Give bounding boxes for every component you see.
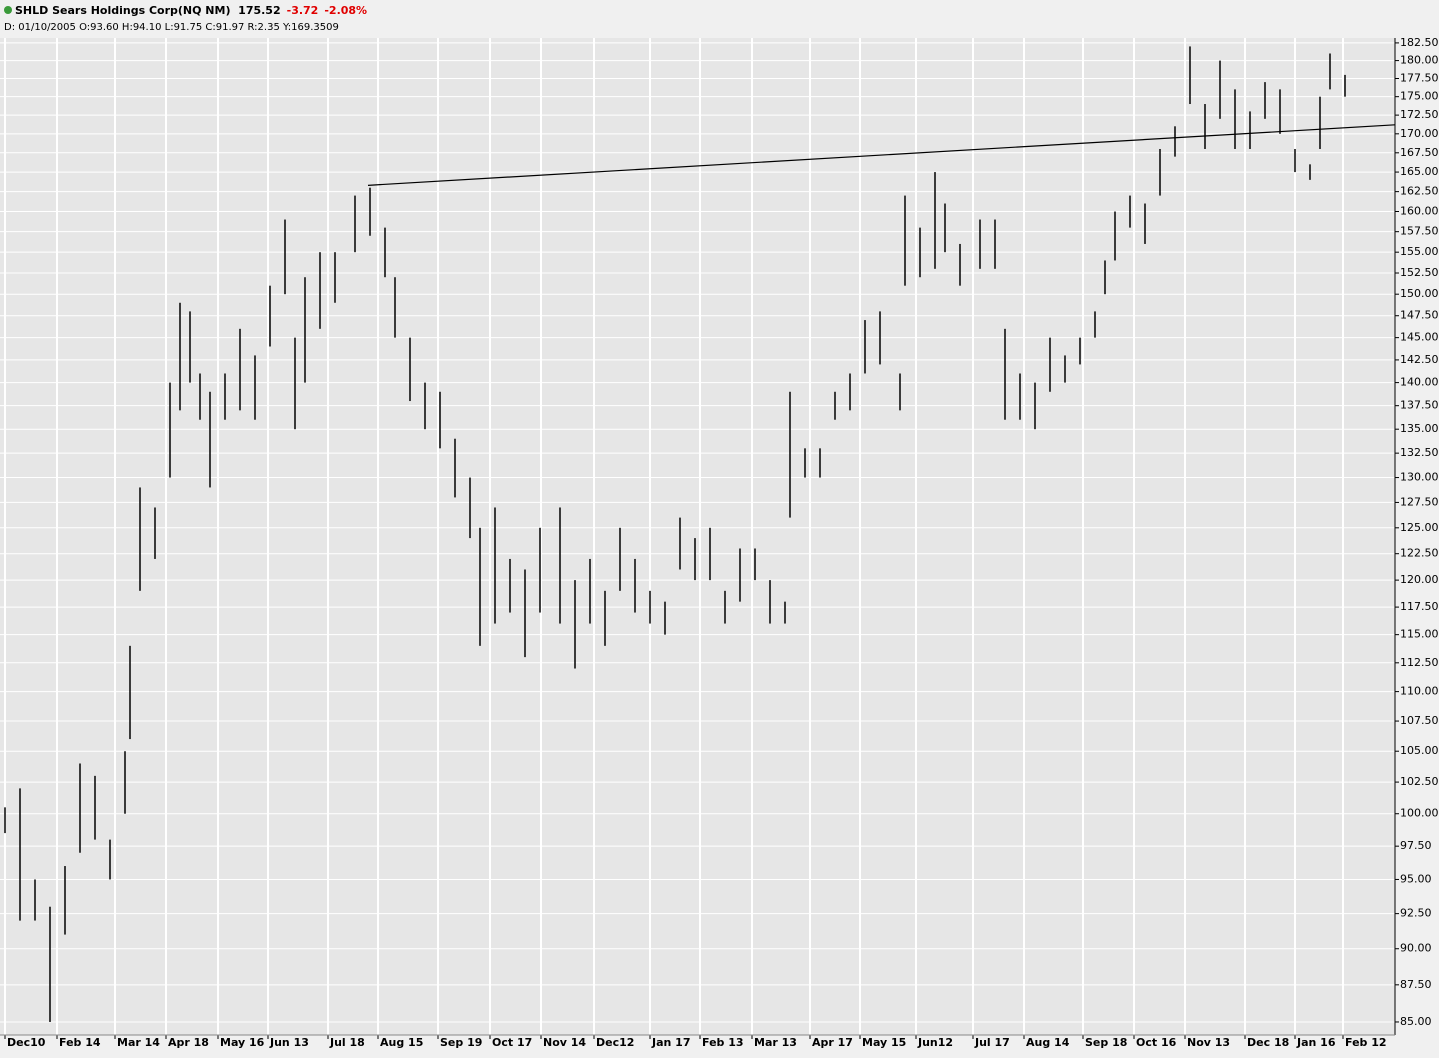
x-tick-label: Oct 16 (1136, 1036, 1177, 1049)
y-tick-label: 125.00 (1400, 521, 1439, 534)
x-tick-label: Jul 17 (974, 1036, 1010, 1049)
x-tick-label: Apr 18 (168, 1036, 209, 1049)
y-tick-label: 92.50 (1400, 907, 1432, 920)
y-tick-label: 182.50 (1400, 36, 1439, 49)
y-tick-label: 85.00 (1400, 1015, 1432, 1028)
x-tick-label: Dec10 (7, 1036, 46, 1049)
x-tick-label: Feb 13 (702, 1036, 744, 1049)
y-tick-label: 107.50 (1400, 714, 1439, 727)
x-tick-label: Jun12 (917, 1036, 953, 1049)
x-tick-label: Jan 17 (651, 1036, 690, 1049)
y-tick-label: 137.50 (1400, 399, 1439, 412)
header: SHLD Sears Holdings Corp(NQ NM) 175.52 -3… (0, 0, 1439, 38)
y-tick-label: 142.50 (1400, 353, 1439, 366)
x-tick-label: Mar 13 (754, 1036, 797, 1049)
y-tick-label: 177.50 (1400, 72, 1439, 85)
y-tick-label: 160.00 (1400, 204, 1439, 217)
y-tick-label: 145.00 (1400, 331, 1439, 344)
x-tick-label: Dec12 (596, 1036, 634, 1049)
change-pct: -2.08% (324, 4, 368, 17)
y-tick-label: 97.50 (1400, 839, 1432, 852)
y-tick-label: 147.50 (1400, 309, 1439, 322)
y-tick-label: 95.00 (1400, 872, 1432, 885)
y-tick-label: 130.00 (1400, 471, 1439, 484)
x-tick-label: Dec 18 (1247, 1036, 1289, 1049)
y-tick-label: 180.00 (1400, 54, 1439, 67)
y-tick-label: 155.00 (1400, 245, 1439, 258)
x-tick-label: Jan 16 (1296, 1036, 1336, 1049)
y-tick-label: 167.50 (1400, 146, 1439, 159)
x-tick-label: Nov 13 (1187, 1036, 1230, 1049)
x-tick-label: Aug 14 (1026, 1036, 1070, 1049)
y-tick-label: 120.00 (1400, 573, 1439, 586)
y-tick-label: 150.00 (1400, 287, 1439, 300)
y-tick-label: 105.00 (1400, 744, 1439, 757)
y-tick-label: 127.50 (1400, 495, 1439, 508)
y-tick-label: 132.50 (1400, 446, 1439, 459)
x-tick-label: Apr 17 (812, 1036, 853, 1049)
y-tick-label: 117.50 (1400, 600, 1439, 613)
plot-area (0, 38, 1395, 1035)
x-tick-label: Sep 19 (440, 1036, 482, 1049)
quote-line: SHLD Sears Holdings Corp(NQ NM) 175.52 -3… (4, 4, 367, 17)
y-tick-label: 102.50 (1400, 775, 1439, 788)
y-tick-label: 112.50 (1400, 656, 1439, 669)
y-tick-label: 122.50 (1400, 547, 1439, 560)
y-tick-label: 90.00 (1400, 942, 1432, 955)
symbol: SHLD Sears Holdings Corp(NQ NM) (15, 4, 231, 17)
x-tick-label: Feb 14 (59, 1036, 101, 1049)
x-tick-label: Jun 13 (269, 1036, 309, 1049)
x-tick-label: Sep 18 (1085, 1036, 1127, 1049)
status-dot (4, 6, 12, 14)
y-tick-label: 87.50 (1400, 978, 1432, 991)
y-tick-label: 152.50 (1400, 266, 1439, 279)
x-tick-label: Feb 12 (1345, 1036, 1387, 1049)
trendline (367, 124, 1396, 186)
x-tick-label: May 16 (220, 1036, 265, 1049)
x-tick-label: Nov 14 (543, 1036, 586, 1049)
y-tick-label: 172.50 (1400, 108, 1439, 121)
y-tick-label: 175.00 (1400, 90, 1439, 103)
bar-info: D: 01/10/2005 O:93.60 H:94.10 L:91.75 C:… (4, 22, 339, 33)
y-tick-label: 115.00 (1400, 628, 1439, 641)
y-tick-label: 162.50 (1400, 185, 1439, 198)
y-tick-label: 157.50 (1400, 225, 1439, 238)
change: -3.72 (286, 4, 319, 17)
last-price: 175.52 (238, 4, 281, 17)
x-tick-label: Aug 15 (380, 1036, 423, 1049)
y-tick-label: 170.00 (1400, 127, 1439, 140)
x-tick-label: Mar 14 (117, 1036, 160, 1049)
x-tick-label: Oct 17 (492, 1036, 532, 1049)
x-tick-label: May 15 (862, 1036, 906, 1049)
y-tick-label: 110.00 (1400, 685, 1439, 698)
x-tick-label: Jul 18 (329, 1036, 365, 1049)
y-tick-label: 140.00 (1400, 376, 1439, 389)
y-tick-label: 100.00 (1400, 807, 1439, 820)
y-tick-label: 165.00 (1400, 165, 1439, 178)
y-tick-label: 135.00 (1400, 422, 1439, 435)
